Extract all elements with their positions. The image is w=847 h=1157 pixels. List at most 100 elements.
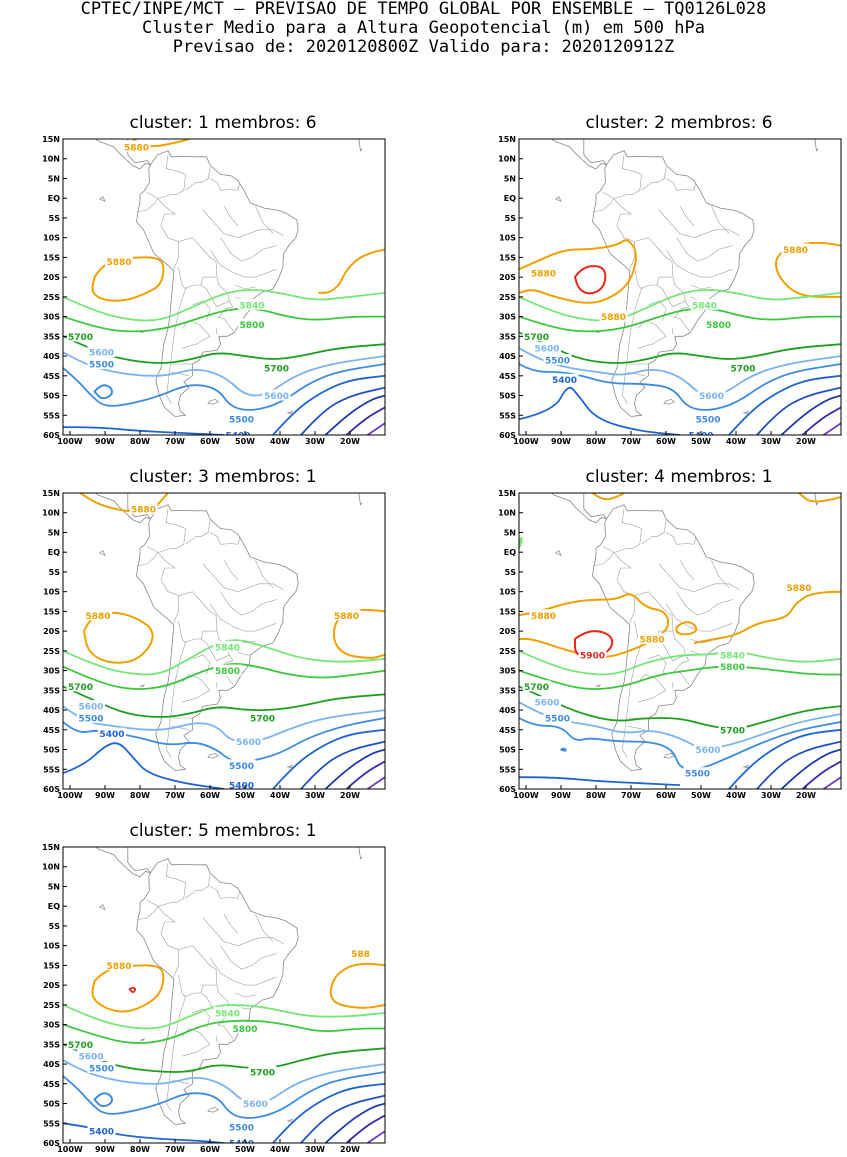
lat-label: 20S: [499, 273, 516, 282]
lat-label: 10N: [498, 509, 516, 518]
contour-label-bg: [77, 700, 105, 712]
country-border: [693, 583, 740, 592]
lat-label: 5S: [505, 214, 517, 223]
lat-label: 25S: [43, 647, 60, 656]
contour-label-bg: [213, 1006, 242, 1018]
contour-label-bg: [346, 947, 375, 959]
lat-label: 30S: [43, 1021, 60, 1030]
country-border: [136, 906, 158, 921]
contour-line: [756, 740, 841, 789]
contour-label-bg: [683, 767, 712, 779]
lon-label: 60W: [200, 1145, 220, 1154]
contour-line: [272, 1082, 385, 1143]
lon-label: 100W: [513, 791, 539, 800]
contour-line: [519, 331, 841, 364]
lat-label: 45S: [43, 372, 60, 381]
contour-label-bg: [543, 354, 572, 366]
lat-label: 40S: [499, 352, 516, 361]
lat-label: 10N: [42, 509, 60, 518]
contour-line: [519, 536, 523, 550]
contour-label: 5880: [531, 270, 556, 280]
contour-line: [63, 1071, 385, 1119]
panel-3-title: cluster: 3 membros: 1: [129, 467, 317, 487]
lon-label: 20W: [340, 1145, 360, 1154]
country-border: [237, 937, 284, 946]
contour-label-bg: [77, 711, 105, 723]
contour-line: [366, 776, 385, 789]
contour-line: [574, 265, 607, 295]
country-border: [202, 563, 239, 592]
lat-label: 40S: [499, 706, 516, 715]
contour-label-bg: [533, 342, 561, 354]
coastline: [136, 504, 299, 771]
country-border: [665, 249, 733, 278]
contour-label: 5800: [239, 321, 264, 331]
lat-label: 5N: [48, 882, 60, 891]
lon-label: 80W: [130, 1145, 150, 1154]
island: [99, 904, 106, 911]
country-border: [171, 725, 190, 731]
contour-line: [519, 717, 841, 771]
country-border: [185, 874, 211, 899]
contour-label: 5840: [215, 1009, 240, 1019]
country-border: [621, 267, 642, 404]
lon-label: 70W: [621, 791, 641, 800]
contour-label: 5840: [720, 651, 745, 661]
lat-label: EQ: [504, 194, 516, 203]
contour-label-bg: [227, 1137, 256, 1143]
island: [207, 753, 220, 759]
island: [99, 550, 106, 557]
lon-label: 40W: [270, 791, 290, 800]
country-border: [165, 621, 186, 758]
contour-label: 5880: [783, 246, 808, 256]
country-border: [592, 198, 614, 213]
contour-label-bg: [87, 1125, 116, 1137]
lon-label: 60W: [656, 437, 676, 446]
country-border: [146, 546, 179, 624]
lat-label: 15S: [499, 607, 516, 616]
contour-label-bg: [241, 1097, 270, 1109]
country-border: [613, 154, 642, 199]
lat-label: 40S: [43, 352, 60, 361]
contour-line: [519, 776, 681, 786]
contour-label: 5880: [85, 612, 110, 622]
coastline: [592, 504, 755, 771]
map-border: [62, 138, 386, 436]
contour-line: [91, 256, 165, 302]
lat-label: 50S: [43, 392, 60, 401]
country-border: [216, 682, 218, 689]
lat-label: 55S: [499, 411, 516, 420]
contour-label-bg: [785, 581, 813, 593]
contour-line: [519, 347, 841, 397]
country-border: [693, 229, 740, 238]
contour-label-bg: [729, 361, 757, 373]
lat-label: 40S: [43, 1060, 60, 1069]
contour-label-bg: [697, 389, 726, 401]
contour-line: [63, 289, 385, 322]
lat-label: 25S: [43, 293, 60, 302]
island: [286, 764, 293, 769]
contour-label-bg: [213, 640, 242, 652]
country-border: [181, 1028, 211, 1057]
island: [286, 1118, 293, 1123]
contour-label: 5880: [531, 612, 556, 622]
contour-label: 5700: [250, 714, 275, 724]
contour-line: [272, 374, 385, 435]
contour-label-bg: [66, 1038, 95, 1050]
map-border: [62, 846, 386, 1144]
lat-label: 10N: [42, 863, 60, 872]
contour-label-bg: [238, 298, 266, 310]
lat-label: EQ: [504, 548, 516, 557]
contour-line: [519, 593, 670, 658]
island: [742, 410, 749, 415]
lat-label: 5N: [504, 174, 516, 183]
lon-label: 90W: [95, 791, 115, 800]
contour-label: 5800: [232, 1025, 257, 1035]
country-border: [202, 209, 239, 238]
contour-label-bg: [529, 609, 558, 621]
panel-1-title: cluster: 1 membros: 6: [129, 113, 317, 133]
lat-label: 50S: [43, 746, 60, 755]
contour-line: [324, 394, 385, 435]
contour-label-bg: [238, 318, 266, 330]
country-border: [209, 532, 241, 545]
